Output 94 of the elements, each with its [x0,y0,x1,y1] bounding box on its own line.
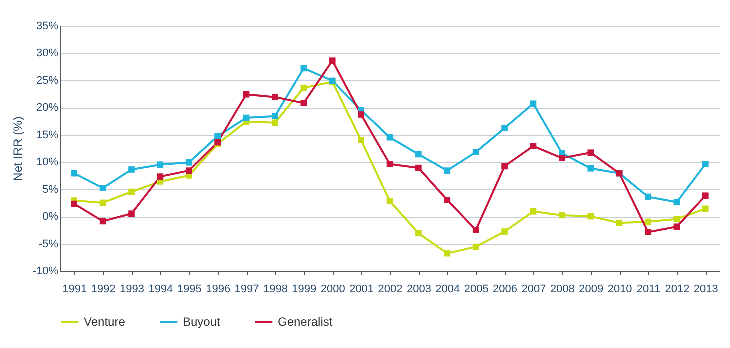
point [559,212,566,219]
x-tick-label: 2010 [608,284,632,296]
point [157,162,164,168]
point [674,224,680,230]
legend-label: Generalist [278,315,334,329]
x-tick-label: 2004 [436,284,460,296]
point [530,100,537,108]
point [645,194,652,200]
point [472,227,480,234]
point [329,58,336,64]
point [386,134,394,141]
point [530,143,537,150]
point [300,65,308,72]
x-tick-label: 2000 [320,284,346,296]
point [128,166,135,173]
point [588,165,594,172]
point [616,220,623,226]
point [186,159,192,166]
point [444,197,451,204]
y-tick-label: 5% [42,184,59,196]
point [472,244,480,250]
x-tick-label: 1996 [206,284,231,296]
x-tick-label: 2008 [550,284,575,296]
point [214,133,221,140]
legend-label: Buyout [183,315,222,329]
point [416,230,422,237]
point [444,250,451,257]
y-tick-label: 30% [36,48,59,60]
point [100,185,106,192]
point [559,155,566,162]
point [588,213,594,220]
point [416,151,422,158]
x-tick-label: 1992 [91,284,116,296]
y-tick-label: 25% [36,74,59,87]
y-tick-label: 10% [36,156,59,169]
point [272,94,278,100]
y-axis-title: Net IRR (%) [10,116,25,182]
point [674,216,680,222]
point [186,168,192,174]
point [386,198,394,204]
point [588,150,594,156]
x-tick-label: 1991 [62,284,88,296]
x-tick-label: 1997 [234,284,260,296]
point [100,200,106,206]
point [243,114,250,122]
y-tick-label: 15% [36,129,59,142]
point [71,170,78,177]
point [300,84,308,92]
point [702,206,709,212]
y-tick-label: 0% [42,211,59,224]
x-tick-label: 2012 [665,284,690,296]
point [272,120,278,126]
point [300,100,308,106]
x-tick-label: 1993 [120,284,144,296]
point [272,113,278,120]
x-tick-label: 1994 [148,284,174,296]
point [100,218,106,225]
y-tick-label: -5% [38,238,59,250]
x-tick-label: 2007 [522,284,546,296]
x-tick-label: 2003 [406,284,432,296]
point [702,161,709,168]
x-tick-label: 2002 [378,284,403,296]
y-tick-label: 20% [36,102,59,114]
x-tick-label: 2001 [350,284,374,296]
x-tick-label: 1995 [177,284,202,296]
point [472,149,480,156]
point [530,208,537,215]
point [358,137,364,144]
point [502,125,508,132]
point [502,228,508,235]
y-tick-label: 35% [36,20,59,32]
x-tick-label: 2005 [464,284,489,296]
legend-label: Venture [84,315,126,329]
point [386,161,394,168]
point [702,192,709,200]
point [243,91,250,98]
x-tick-label: 1999 [292,284,317,296]
x-tick-label: 2011 [636,284,661,296]
point [416,164,422,172]
point [157,174,164,180]
point [71,200,78,208]
point [128,188,135,196]
x-tick-label: 2013 [694,284,718,296]
point [502,163,508,170]
point [358,112,364,118]
point [645,218,652,226]
x-tick-label: 1998 [263,284,288,296]
point [444,168,451,174]
x-tick-label: 2006 [493,284,518,296]
x-tick-label: 2009 [579,284,604,296]
y-tick-label: -10% [32,266,59,278]
point [128,210,135,217]
point [645,229,652,236]
point [674,199,680,206]
